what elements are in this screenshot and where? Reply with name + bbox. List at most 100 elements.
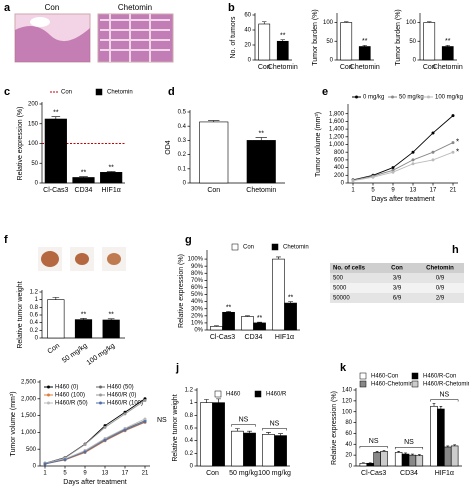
error-bar: [80, 318, 87, 320]
bar: [423, 22, 436, 61]
series-line: [352, 142, 454, 181]
error-bar: [417, 454, 421, 456]
bar: [276, 40, 289, 61]
y-tick-label: 100: [342, 409, 353, 415]
alveolus: [30, 17, 50, 27]
data-point: [83, 450, 87, 454]
legend-marker: [99, 385, 102, 389]
y-tick-label: 0: [330, 58, 334, 64]
y-tick-label: 50: [409, 39, 416, 45]
table-header: Con: [391, 266, 403, 272]
x-tick-label: HIF1α: [102, 187, 121, 194]
bar: [358, 46, 371, 61]
legend-swatch: [214, 390, 222, 398]
panel-label: g: [185, 234, 192, 246]
group-label: NS: [404, 439, 414, 446]
histology-chetomin: [97, 13, 174, 63]
tumor: [75, 253, 89, 265]
bar: [210, 326, 223, 331]
table-row-bg: [330, 293, 464, 303]
bar: [441, 46, 454, 61]
x-tick-label: 9: [391, 188, 395, 194]
y-tick-label: 0.5: [178, 110, 187, 116]
bar: [272, 258, 285, 331]
data-point: [351, 179, 355, 183]
panel-label: d: [168, 86, 175, 98]
y-tick-label: 0.3: [178, 138, 187, 144]
x-tick-label: 100 mg/kg: [86, 342, 117, 367]
error-bar: [280, 39, 285, 42]
bar: [366, 462, 374, 467]
x-tick-label: 5: [63, 471, 67, 477]
significance: **: [257, 315, 263, 322]
legend-marker: [47, 401, 50, 405]
x-tick-label: 1: [43, 471, 47, 477]
y-axis-label: Relative expression (%): [178, 254, 185, 328]
y-tick-label: 50: [31, 161, 38, 167]
error-bar: [255, 137, 267, 141]
y-tick-label: 0.2: [185, 451, 194, 457]
y-tick-label: 50%: [191, 292, 204, 298]
x-tick-label: 17: [430, 188, 437, 194]
y-tick-label: 0: [248, 58, 252, 64]
group-label: NS: [439, 391, 449, 398]
x-tick-label: 50 mg/kg: [229, 470, 258, 477]
y-tick-label: 1.2: [185, 388, 194, 394]
legend-label: H460/R (50): [55, 401, 88, 407]
x-tick-label: HIF1α: [275, 334, 294, 341]
y-axis-label: Relative tumor weight: [172, 394, 179, 461]
error-bar: [51, 116, 61, 120]
y-tick-label: 30%: [191, 306, 204, 312]
data-point: [391, 170, 395, 174]
legend-marker: [391, 95, 394, 99]
x-tick-label: 9: [83, 471, 87, 477]
data-point: [123, 412, 127, 416]
error-bar: [397, 451, 401, 453]
bar: [243, 432, 256, 467]
x-tick-label: Con: [423, 64, 436, 71]
y-tick-label: 600: [334, 157, 345, 163]
error-bar: [262, 21, 267, 24]
group-label: NS: [369, 438, 379, 445]
y-tick-label: 0.8: [30, 305, 39, 311]
y-tick-label: 1: [190, 400, 194, 406]
x-tick-label: Cl-Cas3: [361, 470, 386, 477]
y-tick-label: 40%: [191, 299, 204, 305]
y-tick-label: 0: [413, 58, 417, 64]
error-bar: [247, 430, 252, 434]
bracket: [231, 424, 256, 427]
legend-swatch: [411, 372, 419, 380]
x-axis-label: Days after treatment: [63, 479, 126, 486]
legend-label: H460/R-Chetomin: [423, 382, 469, 388]
x-tick-label: Con: [258, 64, 271, 71]
histology-con: [14, 13, 91, 63]
x-tick-label: HIF1α: [435, 470, 454, 477]
bar: [199, 121, 229, 184]
y-tick-label: 0.2: [30, 328, 39, 334]
panel-label: a: [4, 2, 11, 14]
x-tick-label: 13: [102, 471, 109, 477]
y-tick-label: 400: [334, 165, 345, 171]
error-bar: [276, 256, 281, 260]
error-bar: [382, 449, 386, 452]
x-tick-label: Cl-Cas3: [43, 187, 68, 194]
data-point: [371, 175, 375, 179]
bar: [415, 455, 424, 467]
bar: [241, 316, 254, 331]
tissue: [15, 26, 90, 62]
error-bar: [288, 301, 293, 304]
error-bar: [107, 318, 115, 320]
error-bar: [375, 451, 379, 453]
panel-label: k: [340, 362, 347, 374]
y-tick-label: 0: [35, 336, 39, 342]
table-cell: 6/9: [393, 296, 402, 302]
legend-label: H460: [226, 392, 241, 398]
significance: *: [456, 138, 459, 147]
bar: [47, 299, 65, 339]
legend-label: H460 (50): [107, 385, 134, 391]
bar: [253, 322, 266, 331]
table-header: Chetomin: [426, 266, 454, 272]
panel-label: c: [4, 86, 10, 98]
bracket: [394, 447, 424, 450]
